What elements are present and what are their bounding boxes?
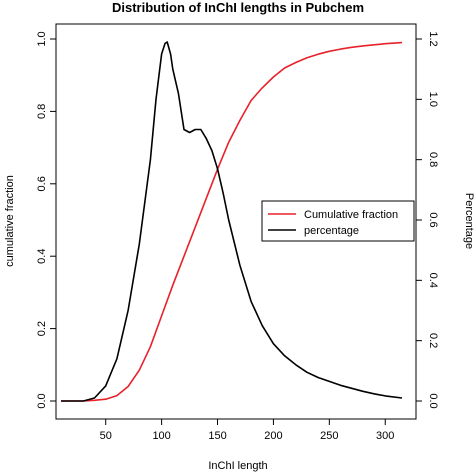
y-axis-left-label: cumulative fraction xyxy=(4,175,16,267)
y-left-tick-label: 1.0 xyxy=(36,31,48,46)
y-right-tick-label: 0.0 xyxy=(427,393,439,408)
y-right-tick-label: 0.6 xyxy=(427,212,439,227)
series-line-percentage xyxy=(61,41,403,402)
y-axis-right: 0.0 0.2 0.4 0.6 0.8 1.0 1.2 xyxy=(416,31,439,409)
y-left-tick-label: 0.0 xyxy=(36,393,48,408)
x-tick-label: 100 xyxy=(152,430,170,442)
plot-frame xyxy=(55,23,417,420)
y-right-tick-label: 0.2 xyxy=(427,333,439,348)
legend: Cumulative fraction percentage xyxy=(261,200,415,242)
y-left-tick-label: 0.4 xyxy=(36,249,48,264)
y-left-tick-label: 0.8 xyxy=(36,104,48,119)
x-tick-label: 200 xyxy=(264,430,282,442)
chart-title: Distribution of InChI lengths in Pubchem xyxy=(112,0,364,15)
y-right-tick-label: 1.2 xyxy=(427,31,439,46)
legend-label-percentage: percentage xyxy=(304,225,359,237)
legend-label-cumulative: Cumulative fraction xyxy=(304,209,398,221)
x-tick-label: 50 xyxy=(100,430,112,442)
legend-box xyxy=(261,200,415,242)
y-left-tick-label: 0.6 xyxy=(36,176,48,191)
y-left-tick-label: 0.2 xyxy=(36,321,48,336)
y-right-tick-label: 0.4 xyxy=(427,273,439,288)
x-tick-label: 300 xyxy=(376,430,394,442)
x-tick-label: 150 xyxy=(208,430,226,442)
x-axis: 50 100 150 200 250 300 xyxy=(100,419,394,442)
series-line-cumulative-fraction xyxy=(61,41,403,402)
series-layer xyxy=(61,41,403,402)
y-axis-left: 0.0 0.2 0.4 0.6 0.8 1.0 xyxy=(36,31,56,409)
y-right-tick-label: 0.8 xyxy=(427,152,439,167)
x-axis-label: InChI length xyxy=(208,460,267,472)
x-tick-label: 250 xyxy=(320,430,338,442)
y-right-tick-label: 1.0 xyxy=(427,92,439,107)
y-axis-right-label: Percentage xyxy=(463,193,474,249)
